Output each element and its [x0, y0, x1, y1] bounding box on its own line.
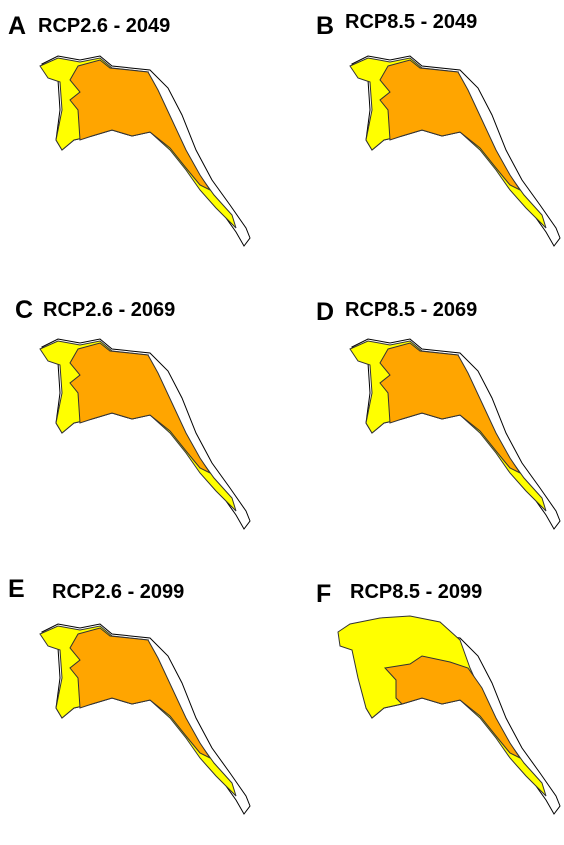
panel-letter: D	[316, 298, 334, 326]
orange-region	[69, 59, 212, 192]
map-panel	[349, 55, 561, 247]
panel-letter: B	[316, 12, 334, 40]
orange-region	[379, 59, 522, 192]
orange-region	[69, 342, 212, 475]
maps	[39, 55, 561, 815]
yellow-region	[337, 615, 547, 797]
map-panel	[39, 623, 251, 815]
orange-region	[69, 627, 212, 760]
panel-letter: E	[8, 575, 25, 603]
panel-letter: A	[8, 12, 26, 40]
panel-letter: C	[15, 296, 33, 324]
panel-title: RCP8.5 - 2049	[345, 11, 477, 33]
orange-region	[379, 342, 522, 475]
panel-title: RCP2.6 - 2099	[52, 581, 184, 603]
panel-title: RCP8.5 - 2069	[345, 299, 477, 321]
panel-title: RCP2.6 - 2049	[38, 15, 170, 37]
map-panel	[39, 338, 251, 530]
panel-title: RCP2.6 - 2069	[43, 299, 175, 321]
orange-region	[384, 655, 522, 760]
panel-letter: F	[316, 580, 331, 608]
map-panel	[337, 615, 561, 815]
panel-title: RCP8.5 - 2099	[350, 581, 482, 603]
map-panel	[349, 338, 561, 530]
map-panel	[39, 55, 251, 247]
